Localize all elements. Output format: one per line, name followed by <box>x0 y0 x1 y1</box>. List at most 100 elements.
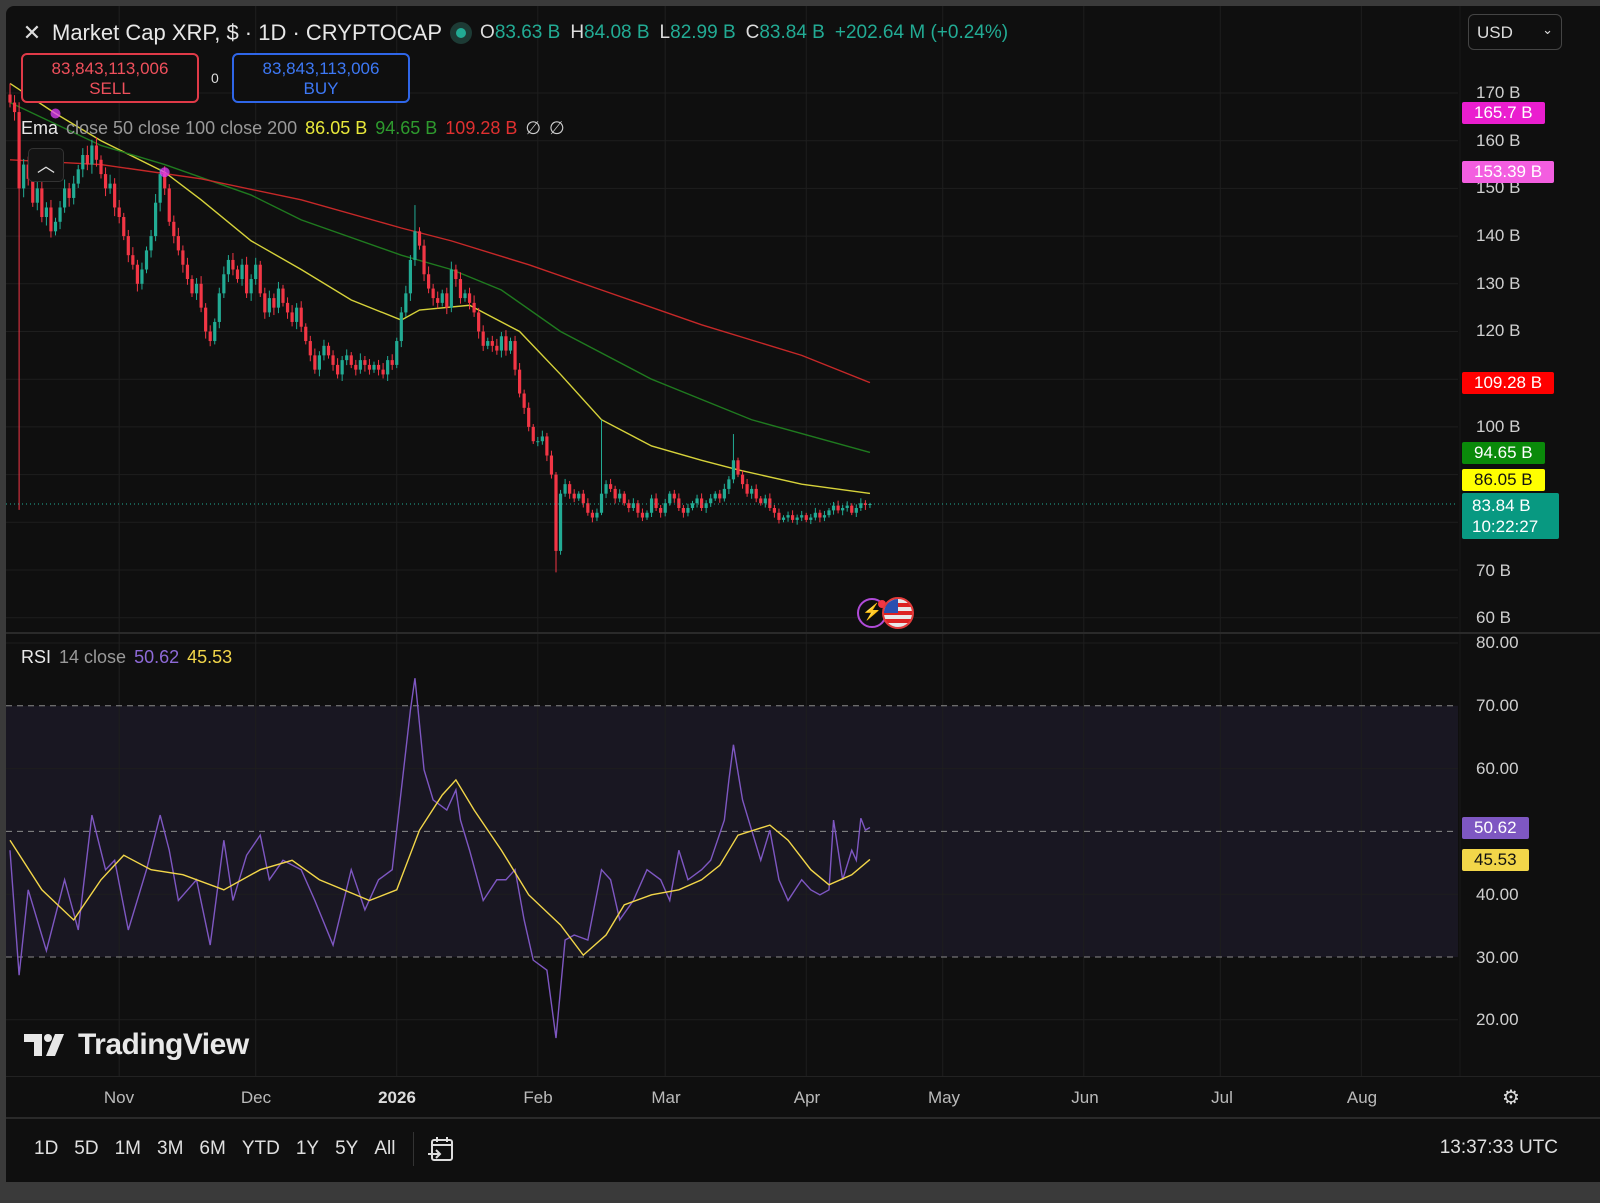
range-5y-button[interactable]: 5Y <box>335 1138 359 1159</box>
candle-body <box>781 517 786 520</box>
candle-body <box>586 503 590 513</box>
candle-body <box>140 269 144 284</box>
rsi-axis-label: 20.00 <box>1476 1010 1519 1029</box>
time-axis-label: Mar <box>651 1088 681 1107</box>
candle-body <box>545 436 549 456</box>
candle-body <box>704 503 708 508</box>
chevron-down-icon: ⌄ <box>1542 22 1553 37</box>
candle-body <box>158 174 162 203</box>
candle-body <box>167 188 171 222</box>
ema50-price-tag: 86.05 B <box>1462 469 1545 491</box>
candle-body <box>677 498 681 508</box>
range-5d-button[interactable]: 5D <box>74 1138 99 1159</box>
rsi-ma-value-tag: 45.53 <box>1462 849 1529 871</box>
us-flag-icon[interactable] <box>882 597 914 629</box>
calendar-goto-icon[interactable] <box>426 1134 456 1164</box>
candle-body <box>786 515 790 518</box>
tradingview-logo[interactable]: TradingView <box>24 1028 249 1062</box>
candle-body <box>841 507 845 511</box>
range-3m-button[interactable]: 3M <box>157 1138 184 1159</box>
sell-price: 83,843,113,006 <box>51 59 169 78</box>
buy-button[interactable]: 83,843,113,006 BUY <box>232 53 410 103</box>
candle-body <box>199 283 203 308</box>
ema-legend[interactable]: Ema close 50 close 100 close 200 86.05 B… <box>21 118 565 139</box>
candle-body <box>258 264 262 294</box>
candle-body <box>285 302 290 313</box>
candle-body <box>399 312 403 342</box>
candle-body <box>372 364 376 370</box>
utc-clock[interactable]: 13:37:33 UTC <box>1439 1137 1558 1158</box>
candle-body <box>117 207 121 218</box>
ema200-value: 109.28 B <box>445 118 518 138</box>
candle-body <box>791 515 795 520</box>
chart-canvas[interactable] <box>6 6 1600 1086</box>
candle-body <box>240 264 244 280</box>
rsi-legend[interactable]: RSI 14 close 50.62 45.53 <box>21 647 232 668</box>
candle-body <box>609 484 613 489</box>
candle-body <box>94 145 99 160</box>
ema-cross-marker <box>159 167 170 178</box>
marker-price-tag: 165.7 B <box>1462 102 1545 124</box>
candle-body <box>700 498 704 508</box>
candle-body <box>363 360 367 365</box>
symbol-title[interactable]: Market Cap XRP, $ · 1D · CRYPTOCAP <box>52 20 443 45</box>
candle-body <box>727 479 731 489</box>
candle-body <box>622 493 626 504</box>
candle-body <box>99 159 103 175</box>
currency-select[interactable]: USD ⌄ <box>1468 14 1562 50</box>
candle-body <box>58 207 62 222</box>
candle-body <box>417 231 422 246</box>
candle-body <box>618 493 622 499</box>
settings-gear-icon[interactable]: ⚙ <box>1502 1087 1520 1109</box>
candle-body <box>263 293 267 313</box>
candle-body <box>331 355 335 365</box>
range-ytd-button[interactable]: YTD <box>241 1138 280 1159</box>
candle-body <box>827 510 831 516</box>
range-6m-button[interactable]: 6M <box>199 1138 226 1159</box>
candle-body <box>822 515 827 518</box>
candle-body <box>686 507 690 513</box>
candle-body <box>208 331 212 342</box>
pane-separator[interactable] <box>6 632 1600 634</box>
candle-body <box>495 345 499 351</box>
collapse-chevron-icon[interactable]: ︿ <box>28 148 64 182</box>
candle-body <box>522 393 526 408</box>
candle-body <box>381 369 385 375</box>
candle-body <box>631 503 635 508</box>
candle-body <box>81 155 85 170</box>
candle-body <box>481 331 485 346</box>
candle-body <box>754 488 758 499</box>
toolbar-divider <box>6 1117 1600 1119</box>
rsi-ma-value: 45.53 <box>187 647 233 667</box>
candle-body <box>267 298 271 313</box>
sell-button[interactable]: 83,843,113,006 SELL <box>21 53 199 103</box>
rsi-line <box>9 678 871 1039</box>
candle-body <box>568 484 572 494</box>
ema200-price-tag: 109.28 B <box>1462 372 1555 394</box>
time-axis-label: Nov <box>103 1088 135 1107</box>
candle-body <box>663 503 667 513</box>
candle-body <box>63 188 67 208</box>
candle-body <box>518 369 522 394</box>
close-icon[interactable]: ✕ <box>22 20 42 45</box>
range-1d-button[interactable]: 1D <box>34 1138 59 1159</box>
candle-body <box>317 355 321 370</box>
time-axis-divider <box>6 1076 1600 1077</box>
candle-body <box>390 360 394 365</box>
range-1m-button[interactable]: 1M <box>114 1138 141 1159</box>
ema100-price-tag: 94.65 B <box>1462 442 1545 464</box>
candle-body <box>508 341 513 351</box>
last-price: 83.84 B <box>1472 496 1531 515</box>
candle-body <box>85 155 89 165</box>
time-axis-label: Jul <box>1211 1088 1233 1107</box>
range-all-button[interactable]: All <box>374 1138 396 1159</box>
candle-body <box>577 493 581 499</box>
range-1y-button[interactable]: 1Y <box>295 1138 320 1159</box>
time-axis-label: Apr <box>793 1088 821 1107</box>
candle-body <box>354 364 358 370</box>
ema-empty-value: ∅ <box>549 118 565 138</box>
currency-value: USD <box>1477 23 1513 42</box>
candle-body <box>804 515 808 520</box>
price-axis-label: 170 B <box>1476 83 1521 102</box>
price-axis-label: 160 B <box>1476 131 1521 150</box>
